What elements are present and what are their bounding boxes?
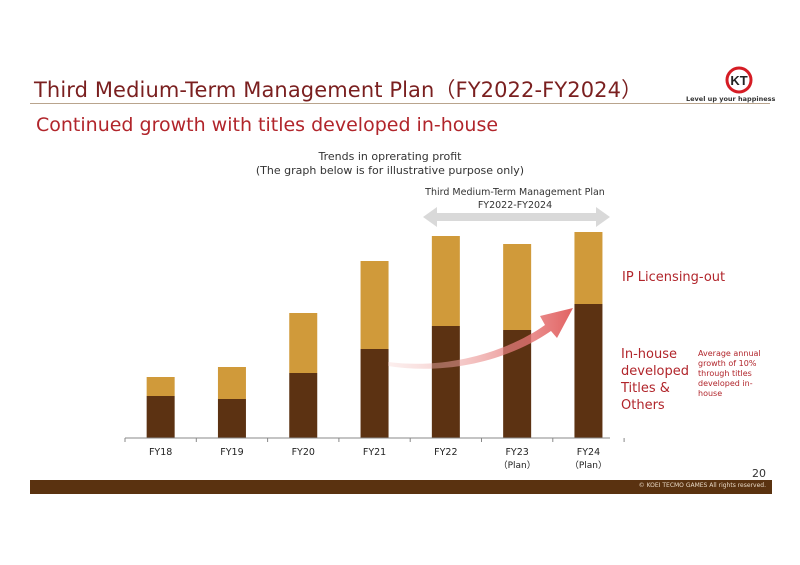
plan-caption-line2: FY2022-FY2024 bbox=[477, 200, 553, 211]
x-tick-label: FY18 bbox=[149, 447, 172, 458]
chart-caption-line1: Trends in oprerating profit bbox=[318, 150, 462, 163]
slide-subtitle: Continued growth with titles developed i… bbox=[36, 114, 499, 136]
bar-fy20-ip-licensing bbox=[289, 313, 318, 373]
chart-caption: Trends in oprerating profit (The graph b… bbox=[200, 150, 580, 178]
slide-title: Third Medium-Term Management Plan（FY2022… bbox=[34, 78, 643, 102]
x-tick-label: FY22 bbox=[434, 447, 457, 458]
growth-note: Average annual growth of 10% through tit… bbox=[698, 349, 761, 398]
plan-range-arrow bbox=[423, 207, 610, 227]
x-tick-label: FY19 bbox=[220, 447, 243, 458]
bar-fy24-inhouse bbox=[574, 304, 603, 438]
bar-fy23-ip-licensing bbox=[503, 244, 532, 330]
bar-fy24-ip-licensing bbox=[574, 232, 603, 304]
bar-fy22-inhouse bbox=[431, 326, 460, 438]
growth-arrow bbox=[388, 308, 573, 369]
logo-tagline: Level up your happiness bbox=[686, 95, 776, 103]
x-tick-label: FY21 bbox=[363, 447, 386, 458]
plan-caption-line1: Third Medium-Term Management Plan bbox=[425, 187, 605, 198]
bar-fy21-inhouse bbox=[360, 349, 389, 438]
bar-fy19-inhouse bbox=[217, 399, 246, 438]
x-tick-label: FY23 bbox=[505, 447, 528, 458]
bar-fy22-ip-licensing bbox=[431, 236, 460, 326]
svg-text:KT: KT bbox=[730, 73, 747, 88]
legend-ip-licensing: IP Licensing-out bbox=[622, 270, 726, 285]
x-tick-sublabel: （Plan） bbox=[570, 460, 607, 471]
bar-fy18-inhouse bbox=[146, 396, 175, 438]
footer-bar: © KOEI TECMO GAMES All rights reserved. bbox=[30, 480, 772, 494]
page-number: 20 bbox=[752, 467, 766, 480]
copyright-text: © KOEI TECMO GAMES All rights reserved. bbox=[638, 482, 766, 489]
bar-fy20-inhouse bbox=[289, 373, 318, 438]
bar-fy21-ip-licensing bbox=[360, 261, 389, 349]
title-divider bbox=[30, 103, 770, 104]
x-tick-label: FY24 bbox=[577, 447, 600, 458]
x-tick-sublabel: （Plan） bbox=[499, 460, 536, 471]
kt-logo-icon: KT bbox=[725, 66, 753, 94]
bar-fy18-ip-licensing bbox=[146, 377, 175, 396]
legend-inhouse: In-house developed Titles & Others bbox=[621, 347, 690, 413]
x-tick-label: FY20 bbox=[292, 447, 315, 458]
plan-caption: Third Medium-Term Management Plan FY2022… bbox=[410, 186, 620, 212]
chart-caption-line2: (The graph below is for illustrative pur… bbox=[255, 164, 525, 177]
bar-fy19-ip-licensing bbox=[217, 367, 246, 399]
